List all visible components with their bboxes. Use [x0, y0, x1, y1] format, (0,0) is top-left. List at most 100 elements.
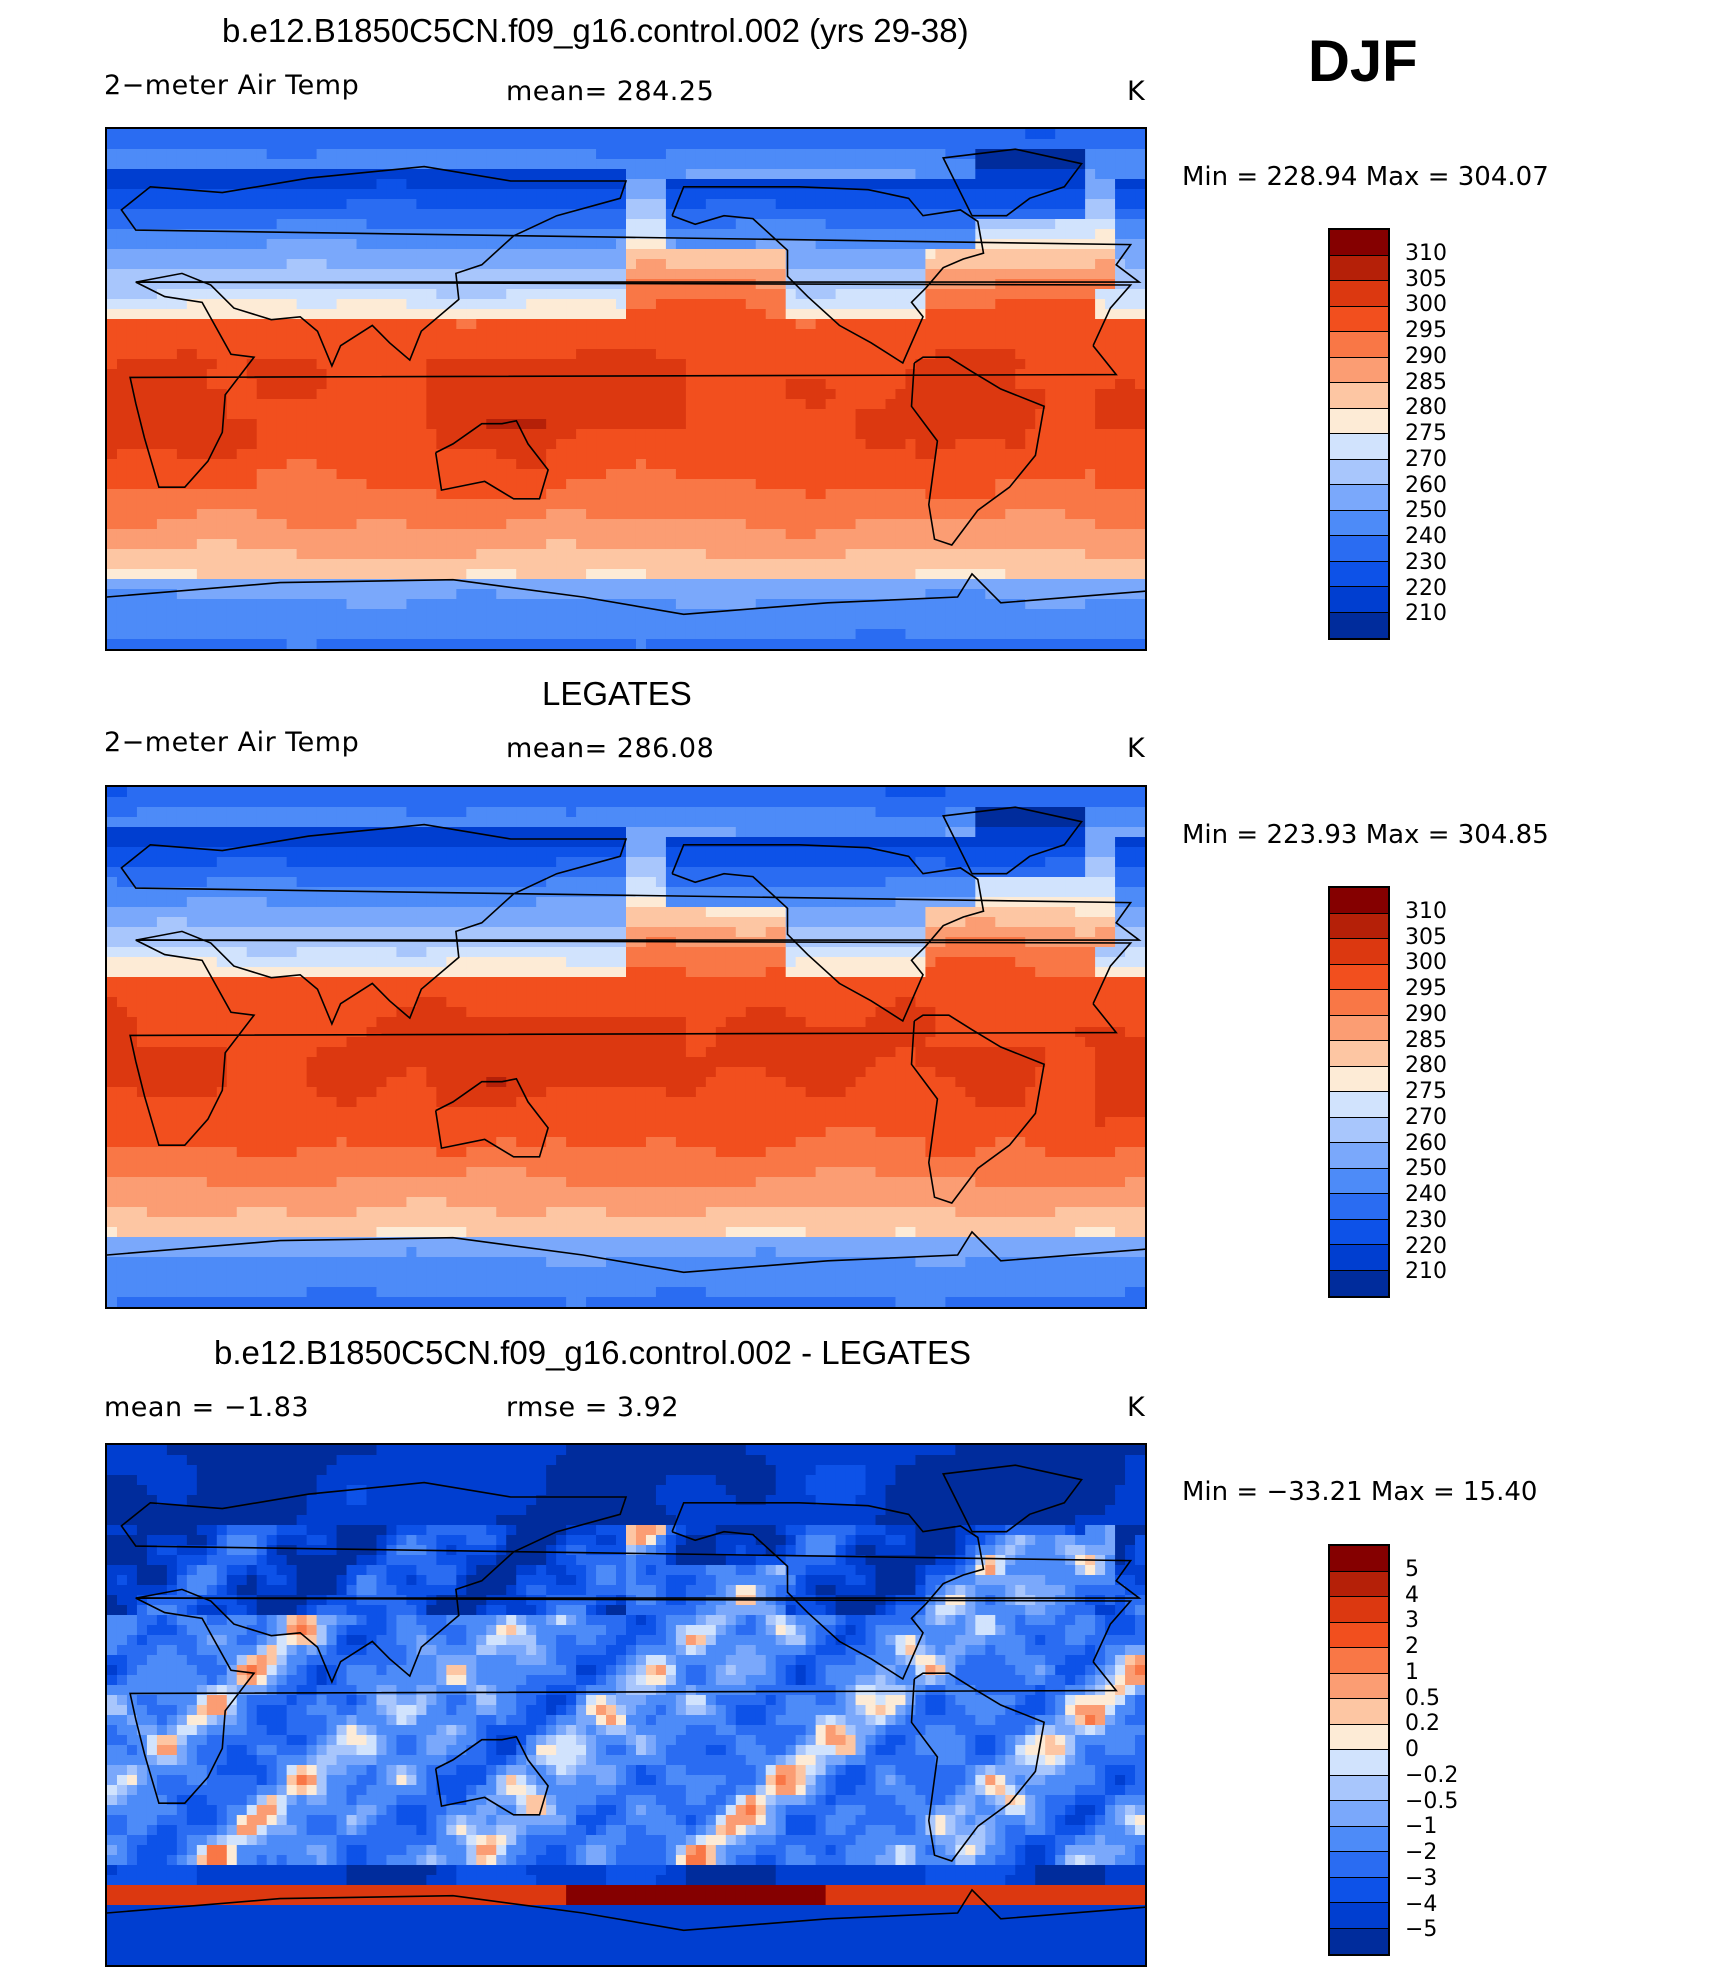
- contour-cell: [645, 349, 657, 360]
- contour-cell: [815, 249, 827, 260]
- contour-cell: [436, 519, 447, 530]
- contour-cell: [765, 359, 777, 370]
- contour-cell: [156, 459, 168, 470]
- contour-cell: [356, 379, 368, 390]
- contour-cell: [116, 549, 128, 560]
- contour-cell: [186, 269, 198, 280]
- contour-cell: [306, 179, 318, 190]
- contour-cell: [1025, 309, 1036, 320]
- contour-cell: [486, 559, 497, 570]
- contour-cell: [386, 529, 398, 540]
- contour-cell: [715, 509, 727, 520]
- contour-cell: [426, 129, 437, 140]
- contour-cell: [146, 189, 158, 200]
- contour-cell: [336, 589, 348, 600]
- contour-cell: [995, 259, 1006, 270]
- contour-cell: [875, 399, 887, 410]
- contour-cell: [506, 449, 517, 460]
- contour-cell: [1085, 529, 1096, 540]
- contour-cell: [915, 169, 927, 180]
- contour-cell: [805, 249, 817, 260]
- contour-cell: [1015, 529, 1026, 540]
- contour-cell: [466, 519, 477, 530]
- contour-cell: [845, 309, 857, 320]
- contour-cell: [815, 509, 827, 520]
- contour-cell: [1095, 259, 1106, 270]
- contour-cell: [626, 259, 637, 270]
- contour-cell: [196, 539, 208, 550]
- contour-cell: [266, 269, 278, 280]
- contour-cell: [276, 469, 288, 480]
- contour-cell: [1005, 379, 1016, 390]
- contour-cell: [695, 329, 707, 340]
- units-label: K: [1127, 76, 1146, 107]
- contour-cell: [775, 579, 787, 590]
- contour-cell: [965, 489, 976, 500]
- contour-cell: [576, 409, 587, 420]
- contour-cell: [606, 569, 617, 580]
- contour-cell: [546, 599, 557, 610]
- contour-cell: [416, 389, 427, 400]
- contour-cell: [576, 349, 587, 360]
- contour-cell: [336, 469, 348, 480]
- contour-cell: [685, 129, 697, 140]
- contour-cell: [206, 219, 218, 230]
- contour-cell: [176, 369, 188, 380]
- contour-cell: [506, 419, 517, 430]
- contour-cell: [755, 349, 767, 360]
- contour-cell: [695, 499, 707, 510]
- contour-cell: [366, 249, 378, 260]
- contour-cell: [825, 249, 837, 260]
- contour-cell: [486, 299, 497, 310]
- contour-cell: [1115, 549, 1126, 560]
- contour-cell: [935, 159, 946, 170]
- contour-cell: [1105, 129, 1116, 140]
- contour-cell: [1055, 209, 1066, 220]
- contour-cell: [1065, 539, 1076, 550]
- contour-cell: [965, 289, 976, 300]
- contour-cell: [905, 429, 917, 440]
- contour-cell: [346, 269, 358, 280]
- contour-cell: [805, 139, 817, 150]
- contour-cell: [196, 159, 208, 170]
- contour-cell: [855, 369, 867, 380]
- contour-cell: [336, 389, 348, 400]
- contour-cell: [426, 419, 437, 430]
- contour-cell: [306, 319, 318, 330]
- contour-cell: [196, 259, 208, 270]
- contour-cell: [466, 279, 477, 290]
- contour-cell: [745, 559, 757, 570]
- contour-cell: [1085, 189, 1096, 200]
- contour-cell: [655, 149, 667, 160]
- contour-cell: [426, 579, 437, 590]
- contour-cell: [1105, 459, 1116, 470]
- contour-cell: [1055, 199, 1066, 210]
- contour-cell: [446, 299, 457, 310]
- contour-cell: [496, 449, 507, 460]
- contour-cell: [755, 499, 767, 510]
- contour-cell: [1125, 559, 1136, 570]
- contour-cell: [116, 419, 128, 430]
- contour-cell: [156, 179, 168, 190]
- contour-cell: [715, 249, 727, 260]
- contour-cell: [266, 129, 278, 140]
- contour-cell: [695, 309, 707, 320]
- contour-cell: [755, 219, 767, 230]
- contour-cell: [516, 459, 527, 470]
- contour-cell: [276, 439, 288, 450]
- contour-cell: [566, 569, 577, 580]
- contour-cell: [566, 309, 577, 320]
- contour-cell: [1025, 289, 1036, 300]
- contour-cell: [655, 189, 667, 200]
- contour-cell: [785, 539, 797, 550]
- contour-cell: [616, 299, 627, 310]
- contour-cell: [1115, 369, 1126, 380]
- contour-cell: [675, 239, 687, 250]
- contour-cell: [945, 409, 956, 420]
- contour-cell: [905, 529, 917, 540]
- contour-cell: [176, 189, 188, 200]
- contour-cell: [685, 589, 697, 600]
- contour-cell: [586, 349, 597, 360]
- contour-cell: [526, 189, 537, 200]
- contour-cell: [885, 529, 897, 540]
